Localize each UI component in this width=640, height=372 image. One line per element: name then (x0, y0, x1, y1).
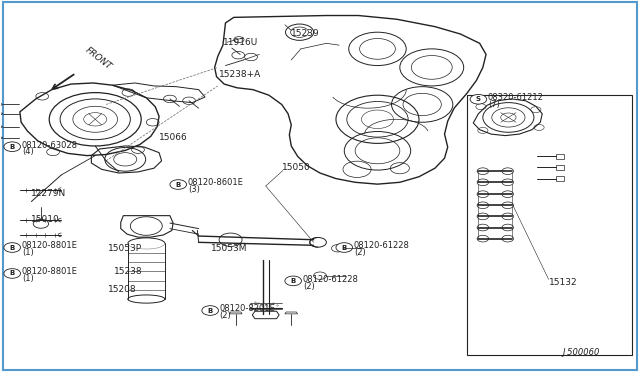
Text: B: B (342, 244, 347, 250)
Circle shape (502, 191, 513, 198)
Text: 08320-61212: 08320-61212 (488, 93, 544, 102)
Circle shape (502, 179, 513, 186)
Text: 08120-8801E: 08120-8801E (22, 267, 77, 276)
Circle shape (502, 168, 513, 174)
Text: (7): (7) (488, 100, 500, 109)
Circle shape (477, 168, 488, 174)
Text: 15066: 15066 (159, 133, 188, 142)
Circle shape (470, 94, 486, 104)
Text: 15238: 15238 (115, 267, 143, 276)
Text: B: B (207, 308, 212, 314)
Text: 15053P: 15053P (108, 244, 142, 253)
Circle shape (477, 191, 488, 198)
Text: J 500060: J 500060 (563, 348, 600, 357)
Circle shape (170, 180, 186, 189)
Text: (2): (2) (354, 248, 365, 257)
Text: 08120-63028: 08120-63028 (22, 141, 78, 150)
Text: 08120-8601E: 08120-8601E (188, 179, 244, 187)
Text: (2): (2) (303, 282, 314, 291)
Text: 08120-8801E: 08120-8801E (22, 241, 77, 250)
Text: 12279N: 12279N (31, 189, 67, 198)
Circle shape (477, 213, 488, 220)
Text: 15053M: 15053M (211, 244, 248, 253)
Text: B: B (175, 182, 181, 187)
Text: 15208: 15208 (108, 285, 136, 294)
Text: FRONT: FRONT (84, 46, 113, 72)
Circle shape (477, 235, 488, 242)
Text: 15050: 15050 (282, 163, 310, 172)
Text: 15010: 15010 (31, 215, 60, 224)
Text: B: B (10, 270, 15, 276)
Text: 11916U: 11916U (223, 38, 258, 47)
Circle shape (502, 213, 513, 220)
Circle shape (202, 306, 218, 315)
Circle shape (4, 269, 20, 278)
Text: 15132: 15132 (548, 278, 577, 287)
Text: B: B (10, 144, 15, 150)
Circle shape (477, 179, 488, 186)
Text: (3): (3) (188, 185, 200, 194)
Text: 15238+A: 15238+A (219, 70, 261, 78)
Text: (1): (1) (22, 274, 33, 283)
Text: (1): (1) (22, 248, 33, 257)
Circle shape (4, 243, 20, 252)
Text: (2): (2) (220, 311, 232, 320)
Text: 08120-61228: 08120-61228 (303, 275, 358, 284)
Circle shape (336, 243, 353, 252)
Circle shape (502, 224, 513, 231)
Text: B: B (10, 244, 15, 250)
Circle shape (477, 202, 488, 209)
Circle shape (502, 235, 513, 242)
Circle shape (502, 202, 513, 209)
Circle shape (477, 224, 488, 231)
Text: 15239: 15239 (291, 29, 319, 38)
Text: S: S (476, 96, 481, 102)
Circle shape (4, 142, 20, 151)
Text: (4): (4) (22, 147, 33, 156)
Text: 08120-8201E: 08120-8201E (220, 305, 275, 314)
Circle shape (285, 276, 301, 286)
Text: 08120-61228: 08120-61228 (354, 241, 410, 250)
Text: B: B (291, 278, 296, 284)
